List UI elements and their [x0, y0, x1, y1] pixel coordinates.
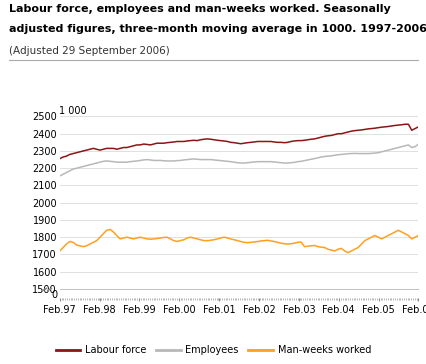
Text: Labour force, employees and man-weeks worked. Seasonally: Labour force, employees and man-weeks wo… — [9, 4, 389, 13]
Text: adjusted figures, three-month moving average in 1000. 1997-2006: adjusted figures, three-month moving ave… — [9, 24, 426, 33]
Legend: Labour force, Employees, Man-weeks worked: Labour force, Employees, Man-weeks worke… — [52, 341, 374, 359]
Text: 1 000: 1 000 — [59, 107, 87, 116]
Text: (Adjusted 29 September 2006): (Adjusted 29 September 2006) — [9, 46, 169, 55]
